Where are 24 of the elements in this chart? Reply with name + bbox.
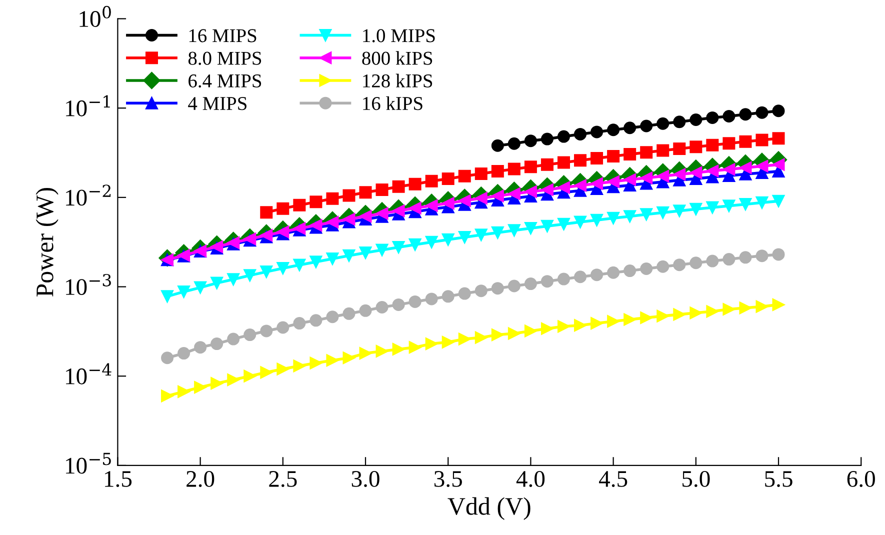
x-axis-title: Vdd (V) (448, 497, 530, 520)
x-tick-label: 5.5 (765, 471, 792, 488)
legend-label: 8.0 MIPS (188, 52, 262, 65)
y-tick-label: 10$^{−3}$ (66, 274, 111, 296)
x-tick-label: 6.0 (847, 470, 875, 488)
legend-label: 800 kIPS (362, 51, 432, 65)
legend-label: 16 kIPS (363, 96, 422, 110)
x-tick-label: 2.0 (186, 470, 214, 488)
y-axis-title: Power (W) (36, 188, 58, 297)
y-tick-label: 10$^{0}$ (80, 6, 111, 27)
x-tick-label: 4.0 (516, 470, 545, 488)
x-tick-label: 2.5 (269, 471, 297, 488)
legend-label: 4 MIPS (188, 97, 246, 110)
x-tick-label: 3.0 (352, 470, 380, 488)
legend-label: 1.0 MIPS (363, 29, 435, 42)
legend-label: 16 MIPS (189, 29, 256, 42)
legend-label: 6.4 MIPS (188, 74, 262, 88)
y-tick-label: 10$^{−4}$ (66, 363, 112, 384)
y-tick-label: 10$^{−1}$ (66, 95, 110, 116)
x-tick-label: 5.0 (682, 470, 710, 488)
x-tick-label: 3.5 (434, 471, 462, 488)
legend-label: 128 kIPS (363, 74, 432, 88)
x-tick-label: 4.5 (599, 471, 628, 488)
y-tick-label: 10$^{−2}$ (66, 184, 111, 206)
